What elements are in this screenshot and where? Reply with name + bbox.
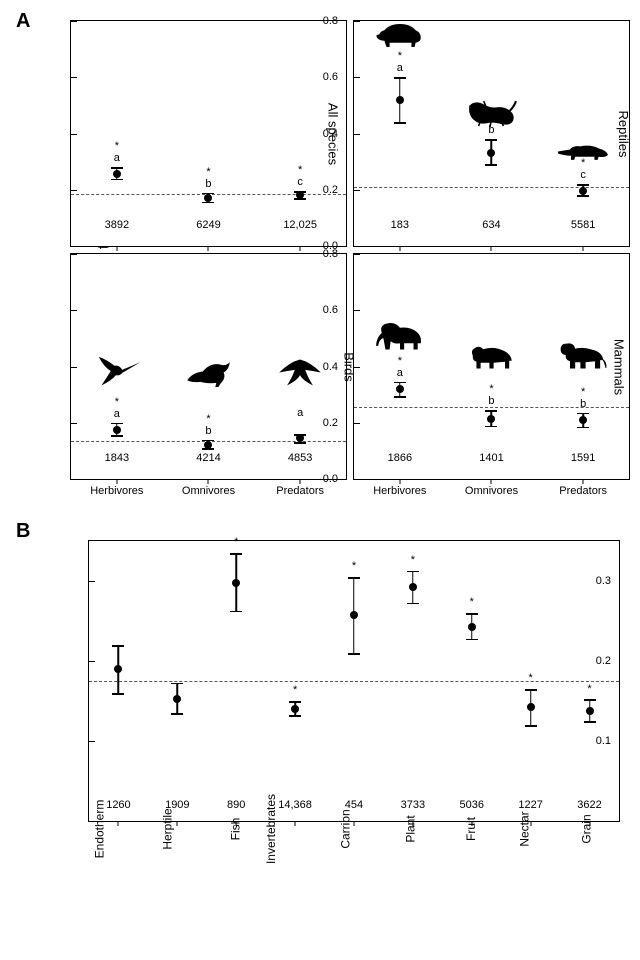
sig-letter: *b [205, 413, 211, 437]
n-label: 4853 [288, 452, 312, 464]
x-tick-label: Herbivores [373, 485, 426, 497]
subplot: Mammals*a1866Herbivores*b1401Omnivores*b… [353, 253, 630, 480]
n-label: 1227 [518, 799, 542, 811]
data-point: 1260Endotherm [89, 541, 148, 821]
n-label: 890 [227, 799, 245, 811]
data-point: *3622Grain [560, 541, 619, 821]
panel-a-grid: 0.00.20.40.60.8All species*a3892*b6249*c… [70, 20, 630, 480]
data-point: *454Carrion [325, 541, 384, 821]
data-point: *b 6249 [163, 21, 255, 246]
n-label: 1260 [106, 799, 130, 811]
n-label: 4214 [196, 452, 220, 464]
panel-b-plot: 0.10.20.31260Endotherm1909Herptile*890Fi… [88, 540, 620, 822]
panel-a: A Proportion threatened 0.00.20.40.60.8A… [10, 10, 630, 500]
panel-b-label: B [16, 520, 30, 543]
subplot: 0.00.20.40.60.8Birds*a1843Herbivores*b42… [70, 253, 347, 480]
sig-letter: *a [114, 140, 120, 164]
data-point: *3733Plant [383, 541, 442, 821]
x-tick-label: Grain [573, 829, 606, 843]
n-label: 5581 [571, 219, 595, 231]
sig-letter: *c [297, 164, 303, 188]
sig-letter: *a [114, 396, 120, 420]
sig-letter: *b [205, 166, 211, 190]
sig-letter: *c [580, 157, 586, 181]
bear-icon [465, 336, 517, 381]
n-label: 1401 [479, 452, 503, 464]
data-point: *b1591Predators [537, 254, 629, 479]
data-point: *b 634 [446, 21, 538, 246]
n-label: 6249 [196, 219, 220, 231]
x-tick-label: Plant [397, 829, 428, 843]
sig-star: * [293, 684, 297, 696]
sig-star: * [587, 683, 591, 695]
x-tick-label: Omnivores [182, 485, 235, 497]
x-tick-label: Predators [276, 485, 324, 497]
hummingbird-icon [91, 352, 143, 397]
data-point: *c 12,025 [254, 21, 346, 246]
sig-letter: *b [488, 112, 494, 136]
data-point: *a 183 [354, 21, 446, 246]
sig-star: * [529, 672, 533, 684]
data-point: *b4214Omnivores [163, 254, 255, 479]
data-point: *c 5581 [537, 21, 629, 246]
n-label: 12,025 [283, 219, 317, 231]
sig-star: * [470, 596, 474, 608]
n-label: 183 [391, 219, 409, 231]
data-point: *a1866Herbivores [354, 254, 446, 479]
sig-letter: a [297, 407, 303, 419]
x-tick-label: Fruit [458, 829, 486, 843]
sig-letter: *a [397, 355, 403, 379]
subplot: Reptiles*a183*b634*c5581 [353, 20, 630, 247]
x-tick-label: Omnivores [465, 485, 518, 497]
x-tick-label: Herbivores [90, 485, 143, 497]
x-tick-label: Nectar [511, 829, 550, 843]
crow-icon [182, 352, 234, 397]
lion-icon [557, 336, 609, 381]
x-tick-label: Invertebrates [258, 829, 332, 843]
sig-letter: *a [397, 50, 403, 74]
n-label: 1843 [105, 452, 129, 464]
n-label: 1866 [388, 452, 412, 464]
eagle-icon [274, 352, 326, 397]
panel-a-label: A [16, 10, 30, 33]
data-point: 1909Herptile [148, 541, 207, 821]
data-point: *5036Fruit [442, 541, 501, 821]
data-point: a4853Predators [254, 254, 346, 479]
n-label: 3892 [105, 219, 129, 231]
n-label: 14,368 [278, 799, 312, 811]
x-tick-label: Fish [223, 829, 250, 843]
data-point: *b1401Omnivores [446, 254, 538, 479]
x-tick-label: Herptile [155, 829, 200, 843]
x-tick-label: Predators [559, 485, 607, 497]
x-tick-label: Endotherm [87, 829, 150, 843]
data-point: *a 3892 [71, 21, 163, 246]
n-label: 3733 [401, 799, 425, 811]
panel-b: B Proportion threatened 0.10.20.31260End… [10, 520, 630, 950]
subplot: 0.00.20.40.60.8All species*a3892*b6249*c… [70, 20, 347, 247]
data-point: *a1843Herbivores [71, 254, 163, 479]
sig-letter: *b [488, 383, 494, 407]
sig-star: * [352, 560, 356, 572]
n-label: 634 [482, 219, 500, 231]
data-point: *890Fish [207, 541, 266, 821]
n-label: 5036 [460, 799, 484, 811]
sig-letter: *b [580, 386, 586, 410]
x-tick-label: Carrion [332, 829, 375, 843]
data-point: *1227Nectar [501, 541, 560, 821]
n-label: 1591 [571, 452, 595, 464]
n-label: 3622 [577, 799, 601, 811]
figure-root: A Proportion threatened 0.00.20.40.60.8A… [10, 10, 630, 950]
data-point: *14,368Invertebrates [266, 541, 325, 821]
sig-star: * [411, 554, 415, 566]
sig-star: * [234, 536, 238, 548]
